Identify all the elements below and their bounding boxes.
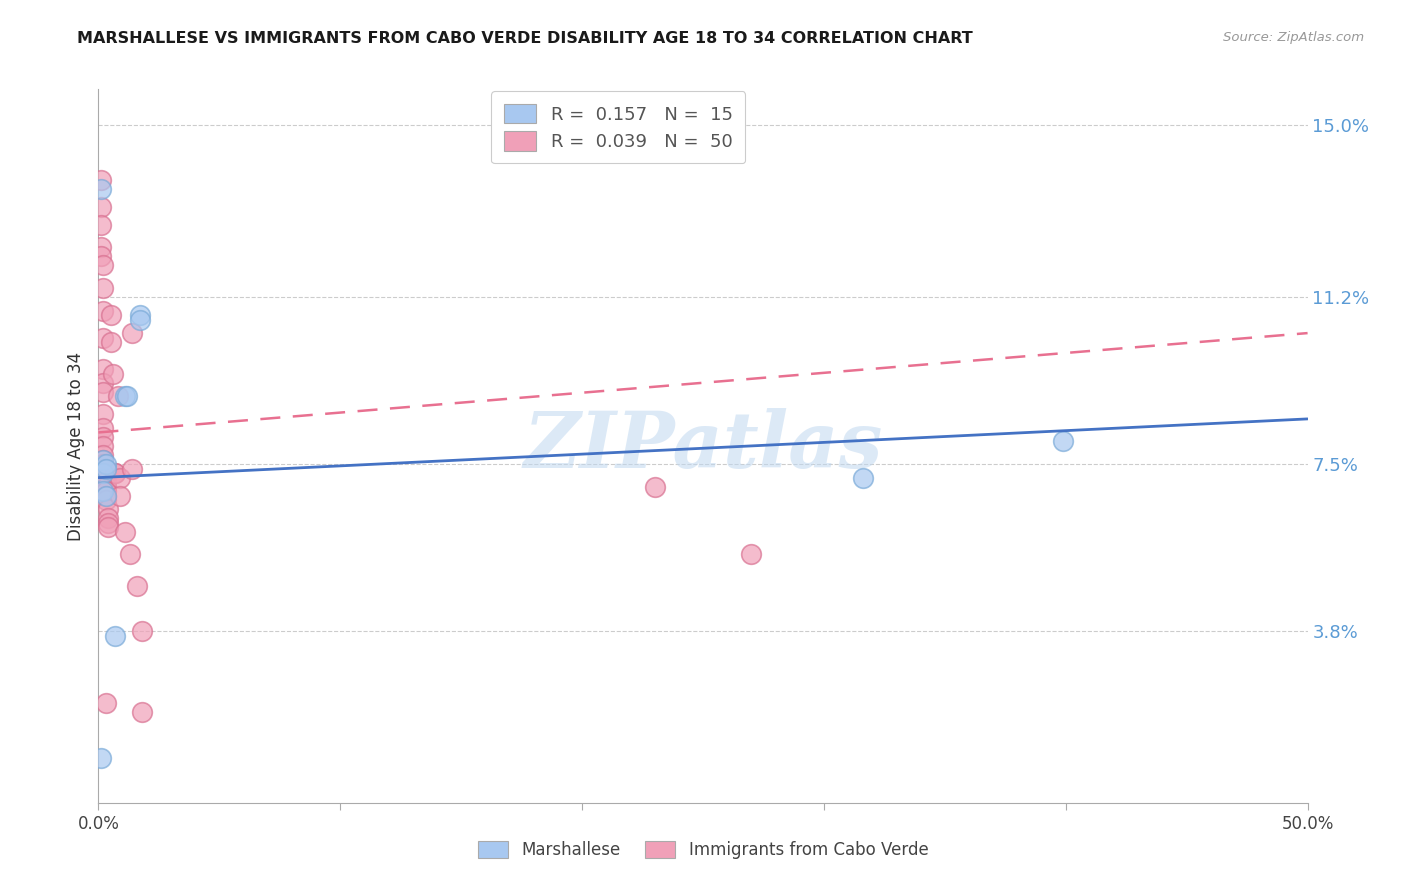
Point	[740, 548, 762, 562]
Point	[114, 389, 136, 403]
Point	[91, 421, 114, 435]
Point	[101, 367, 124, 381]
Point	[91, 457, 114, 471]
Point	[97, 516, 120, 530]
Point	[131, 624, 153, 639]
Point	[90, 200, 112, 214]
Point	[118, 548, 141, 562]
Point	[91, 448, 114, 462]
Point	[100, 335, 122, 350]
Point	[1052, 434, 1074, 449]
Point	[94, 470, 117, 484]
Text: Source: ZipAtlas.com: Source: ZipAtlas.com	[1223, 31, 1364, 45]
Point	[100, 308, 122, 322]
Point	[121, 326, 143, 340]
Point	[91, 408, 114, 422]
Text: MARSHALLESE VS IMMIGRANTS FROM CABO VERDE DISABILITY AGE 18 TO 34 CORRELATION CH: MARSHALLESE VS IMMIGRANTS FROM CABO VERD…	[77, 31, 973, 46]
Point	[94, 480, 117, 494]
Point	[128, 312, 150, 326]
Point	[91, 430, 114, 444]
Point	[94, 493, 117, 508]
Point	[94, 461, 117, 475]
Point	[90, 249, 112, 263]
Point	[91, 452, 114, 467]
Point	[91, 439, 114, 453]
Point	[91, 330, 114, 344]
Point	[94, 466, 117, 480]
Point	[91, 466, 114, 480]
Point	[91, 484, 114, 499]
Text: ZIPatlas: ZIPatlas	[523, 408, 883, 484]
Point	[852, 470, 875, 484]
Point	[90, 172, 112, 186]
Point	[107, 389, 129, 403]
Point	[121, 461, 143, 475]
Point	[108, 470, 131, 484]
Point	[91, 452, 114, 467]
Point	[94, 489, 117, 503]
Point	[91, 362, 114, 376]
Point	[94, 480, 117, 494]
Point	[94, 484, 117, 499]
Point	[91, 281, 114, 295]
Point	[91, 258, 114, 272]
Point	[91, 303, 114, 318]
Point	[97, 520, 120, 534]
Point	[90, 181, 112, 195]
Point	[91, 384, 114, 399]
Point	[94, 489, 117, 503]
Point	[117, 389, 139, 403]
Point	[90, 218, 112, 232]
Point	[91, 376, 114, 390]
Point	[91, 461, 114, 475]
Point	[644, 480, 666, 494]
Point	[94, 475, 117, 490]
Point	[131, 706, 153, 720]
Point	[114, 524, 136, 539]
Point	[90, 240, 112, 254]
Point	[94, 697, 117, 711]
Point	[104, 629, 127, 643]
Y-axis label: Disability Age 18 to 34: Disability Age 18 to 34	[66, 351, 84, 541]
Point	[108, 489, 131, 503]
Point	[97, 502, 120, 516]
Point	[94, 457, 117, 471]
Point	[128, 308, 150, 322]
Legend: Marshallese, Immigrants from Cabo Verde: Marshallese, Immigrants from Cabo Verde	[471, 834, 935, 866]
Point	[90, 750, 112, 764]
Point	[104, 466, 127, 480]
Point	[127, 579, 149, 593]
Point	[104, 466, 127, 480]
Point	[97, 511, 120, 525]
